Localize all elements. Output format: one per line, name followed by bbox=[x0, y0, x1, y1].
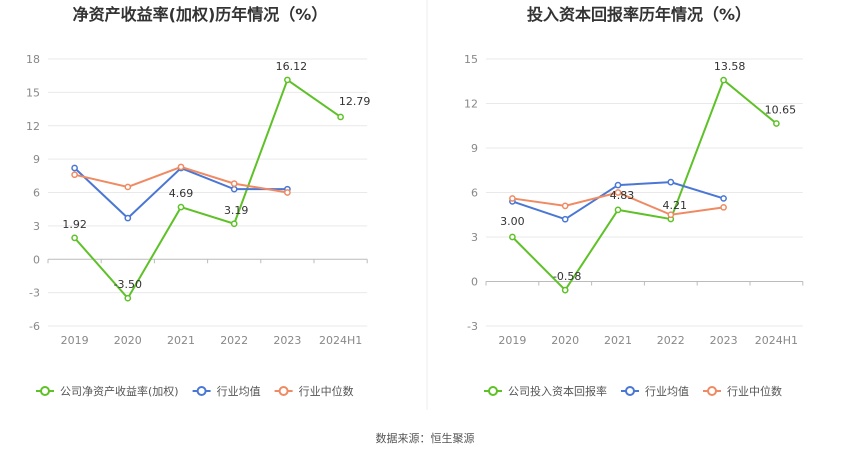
data-point bbox=[177, 163, 185, 171]
data-point bbox=[720, 203, 727, 211]
data-point bbox=[124, 214, 132, 222]
data-label: 4.83 bbox=[610, 189, 635, 202]
x-tick-label: 2023 bbox=[710, 334, 738, 347]
data-point bbox=[230, 220, 238, 228]
legend-label: 公司投入资本回报率 bbox=[508, 384, 607, 398]
x-tick-label: 2019 bbox=[498, 334, 526, 347]
y-tick-label: -3 bbox=[467, 320, 478, 333]
legend-swatch-marker bbox=[196, 386, 207, 396]
data-point bbox=[177, 203, 185, 211]
data-label: 13.58 bbox=[714, 60, 746, 73]
x-tick-label: 2024H1 bbox=[755, 334, 798, 347]
data-point bbox=[509, 195, 516, 202]
data-source-note: 数据来源：恒生聚源 bbox=[376, 431, 475, 445]
x-tick-label: 2024H1 bbox=[319, 334, 362, 347]
x-tick-label: 2020 bbox=[114, 334, 142, 347]
data-point bbox=[71, 171, 78, 179]
y-tick-label: 12 bbox=[464, 98, 478, 111]
y-tick-label: 15 bbox=[26, 86, 40, 99]
data-point bbox=[124, 183, 132, 191]
data-point bbox=[614, 206, 622, 214]
data-point bbox=[667, 178, 675, 186]
data-point bbox=[124, 294, 132, 302]
legend-label: 行业均值 bbox=[217, 385, 261, 398]
legend-label: 公司净资产收益率(加权) bbox=[60, 384, 179, 398]
y-tick-label: 15 bbox=[464, 53, 478, 66]
data-label: 3.19 bbox=[224, 204, 249, 217]
chart-title-roic: 投入资本回报率历年情况（%） bbox=[527, 5, 751, 24]
data-label: 10.65 bbox=[765, 104, 797, 117]
legend-swatch-marker bbox=[707, 386, 717, 396]
y-tick-label: 0 bbox=[471, 276, 478, 289]
legend-swatch-marker bbox=[488, 386, 498, 396]
legend-swatch-marker bbox=[40, 386, 50, 396]
data-label: 4.69 bbox=[169, 187, 194, 200]
x-tick-label: 2023 bbox=[273, 334, 301, 347]
data-point bbox=[667, 211, 675, 219]
y-tick-label: 9 bbox=[33, 153, 40, 166]
legend-swatch-marker bbox=[625, 386, 635, 396]
y-tick-label: -3 bbox=[29, 287, 40, 300]
data-point bbox=[71, 234, 78, 242]
roic-plot: -3 0 3 6 9 12 15 2019 2020 2021 2022 2023 2024H1 3.00… bbox=[464, 53, 804, 347]
x-tick-label: 2021 bbox=[604, 334, 632, 347]
data-point bbox=[614, 189, 622, 196]
y-tick-label: -6 bbox=[29, 320, 40, 333]
data-label: 4.21 bbox=[663, 199, 688, 212]
y-tick-label: 0 bbox=[33, 253, 40, 266]
x-tick-label: 2019 bbox=[61, 334, 89, 347]
data-point bbox=[230, 180, 238, 187]
legend-label: 行业中位数 bbox=[727, 384, 782, 398]
data-point bbox=[284, 189, 291, 196]
roe-plot: -6 -3 0 3 6 9 12 15 18 2019 2020 2021 2022 2023 2024H1… bbox=[26, 53, 370, 347]
data-point bbox=[561, 286, 569, 294]
legend-swatch-marker bbox=[278, 386, 289, 396]
x-tick-label: 2021 bbox=[167, 334, 195, 347]
data-point bbox=[71, 164, 78, 172]
data-point bbox=[284, 76, 291, 84]
roe-legend: 公司净资产收益率(加权) 行业均值 行业中位数 bbox=[36, 384, 354, 398]
y-tick-label: 18 bbox=[26, 53, 40, 66]
data-label: 16.12 bbox=[276, 60, 308, 73]
chart-title-roe: 净资产收益率(加权)历年情况（%） bbox=[73, 5, 328, 24]
data-point bbox=[561, 215, 569, 223]
data-point bbox=[720, 76, 727, 84]
legend-label: 行业均值 bbox=[645, 385, 689, 398]
data-label: 1.92 bbox=[62, 218, 87, 231]
y-tick-label: 3 bbox=[33, 220, 40, 233]
data-point bbox=[230, 185, 238, 193]
y-tick-label: 3 bbox=[471, 231, 478, 244]
data-point bbox=[720, 195, 727, 202]
x-tick-label: 2022 bbox=[657, 334, 685, 347]
data-label: -3.50 bbox=[114, 278, 142, 291]
x-tick-label: 2020 bbox=[551, 334, 579, 347]
series-line bbox=[73, 78, 342, 300]
data-label: 3.00 bbox=[500, 215, 525, 228]
data-label: -0.58 bbox=[553, 270, 581, 283]
y-tick-label: 9 bbox=[471, 142, 478, 155]
data-point bbox=[614, 181, 622, 189]
data-label: 12.79 bbox=[339, 95, 371, 108]
legend-label: 行业中位数 bbox=[299, 384, 354, 398]
y-tick-label: 6 bbox=[471, 187, 478, 200]
y-tick-label: 6 bbox=[33, 187, 40, 200]
series-line bbox=[511, 78, 778, 292]
data-point bbox=[773, 120, 780, 127]
x-tick-label: 2022 bbox=[220, 334, 248, 347]
roic-legend: 公司投入资本回报率 行业均值 行业中位数 bbox=[484, 384, 782, 398]
y-tick-label: 12 bbox=[26, 120, 40, 133]
data-point bbox=[561, 202, 569, 210]
data-point bbox=[509, 233, 516, 241]
data-point bbox=[337, 113, 344, 121]
